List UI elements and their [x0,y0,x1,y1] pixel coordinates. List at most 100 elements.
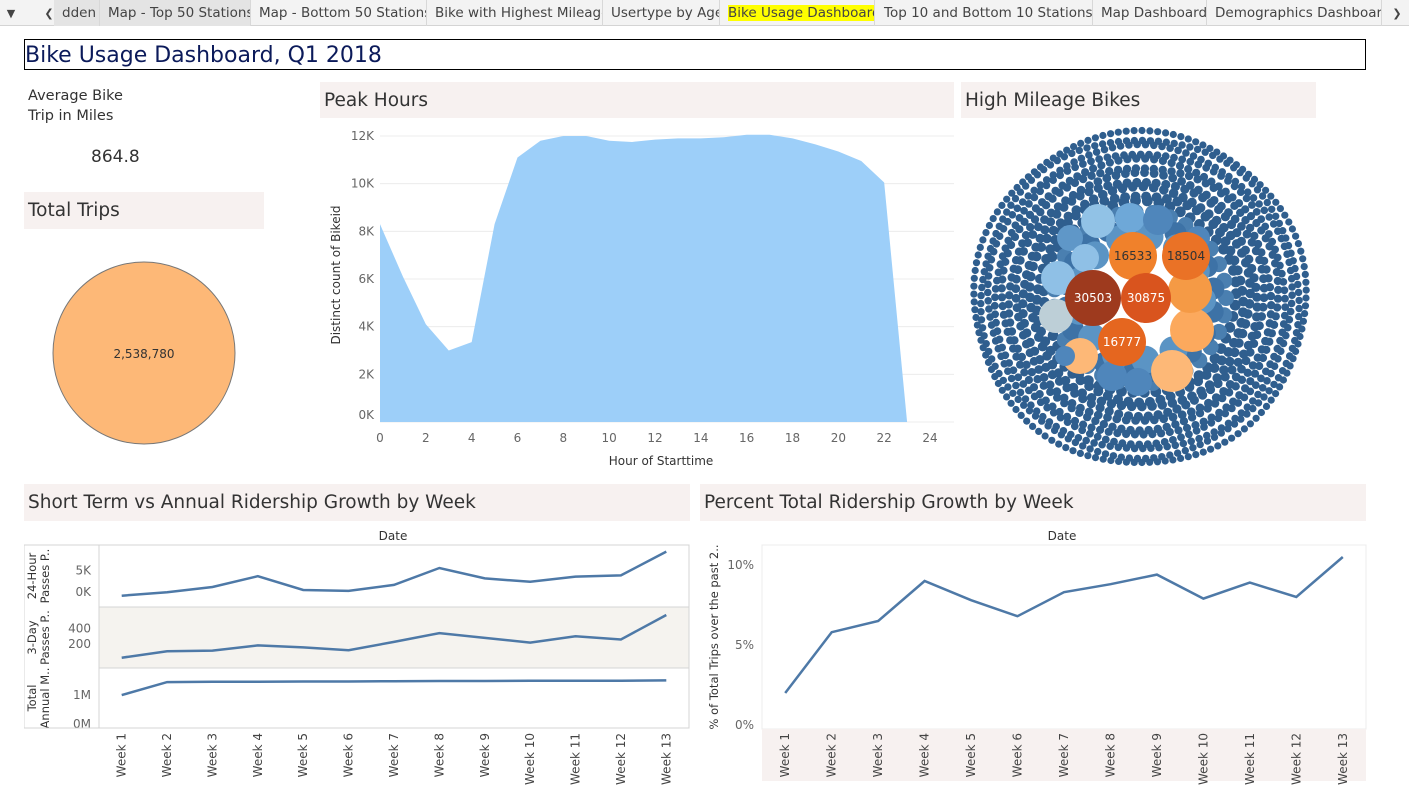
bike-bubble[interactable] [1262,186,1270,194]
bike-bubble[interactable] [1280,286,1289,295]
bike-bubble[interactable] [1003,195,1011,203]
tab-top-bottom-stations[interactable]: Top 10 and Bottom 10 Stations... [876,0,1093,26]
bike-bubble[interactable] [1143,205,1173,235]
bike-bubble[interactable] [1265,387,1273,395]
bike-bubble[interactable] [1041,396,1050,405]
bike-bubble[interactable] [1259,293,1269,303]
bike-bubble[interactable] [1159,171,1168,180]
bike-bubble[interactable] [985,221,993,230]
bike-bubble[interactable] [1025,200,1033,208]
bike-bubble[interactable] [1174,206,1186,218]
bike-bubble[interactable] [1177,395,1188,406]
bike-bubble[interactable] [1027,368,1036,377]
bike-bubble[interactable] [1226,219,1237,230]
bike-bubble[interactable] [1177,410,1187,420]
bike-bubble[interactable] [1084,407,1094,417]
bike-bubble[interactable] [1036,242,1046,252]
bike-bubble[interactable] [1123,396,1134,407]
bike-bubble[interactable] [1273,294,1283,303]
bike-bubble[interactable] [1108,422,1117,431]
bike-bubble[interactable] [1263,198,1271,207]
bike-bubble[interactable] [976,243,984,251]
bike-bubble[interactable] [985,305,993,313]
tab-map-bottom-50[interactable]: Map - Bottom 50 Stations [251,0,427,26]
bike-bubble[interactable] [1125,141,1133,149]
bike-bubble[interactable] [1266,310,1276,319]
bike-bubble[interactable] [1036,326,1046,337]
bike-bubble[interactable] [1022,360,1031,369]
bike-bubble[interactable] [1078,174,1088,184]
bike-bubble[interactable] [1083,144,1091,152]
bike-bubble[interactable] [995,369,1003,378]
bike-bubble[interactable] [1236,317,1247,328]
bike-bubble[interactable] [1243,403,1252,412]
bike-bubble[interactable] [1262,402,1271,410]
bike-bubble[interactable] [1095,155,1103,163]
bike-bubble[interactable] [1059,427,1068,435]
bike-bubble[interactable] [1301,310,1309,318]
bike-bubble[interactable] [1224,419,1233,428]
bike-bubble[interactable] [1192,451,1200,459]
bike-bubble[interactable] [972,313,980,322]
bike-bubble[interactable] [1022,328,1032,338]
bike-bubble[interactable] [1299,255,1307,263]
bike-bubble[interactable] [1241,384,1250,393]
bike-bubble[interactable] [1200,211,1211,222]
bike-bubble[interactable] [1189,188,1199,198]
bike-bubble[interactable] [1208,219,1219,230]
bike-bubble[interactable] [1055,407,1064,417]
bike-bubble[interactable] [1299,317,1307,325]
bike-bubble[interactable] [984,288,992,297]
bike-bubble[interactable] [1011,194,1020,203]
bike-bubble[interactable] [1184,453,1192,461]
bike-bubble[interactable] [1268,205,1276,213]
tab-map-dashboard[interactable]: Map Dashboard [1093,0,1207,26]
bike-bubble[interactable] [1046,161,1055,169]
bike-bubble[interactable] [1084,187,1094,197]
bike-bubble[interactable] [977,291,985,300]
bike-bubble[interactable] [1176,169,1185,178]
bike-bubble[interactable] [1276,205,1284,213]
bike-bubble[interactable] [1055,218,1066,228]
bike-bubble[interactable] [989,247,998,256]
bike-bubble[interactable] [1302,278,1310,286]
bike-bubble[interactable] [1028,261,1038,272]
bike-bubble[interactable] [1035,427,1043,435]
bike-bubble[interactable] [1146,127,1154,135]
bike-bubble[interactable] [1259,283,1269,293]
bike-bubble[interactable] [1141,140,1150,149]
bike-bubble[interactable] [1036,207,1045,217]
bike-bubble[interactable] [1221,438,1229,446]
bike-bubble[interactable] [1087,171,1096,180]
bike-bubble[interactable] [1055,346,1075,366]
bike-bubble[interactable] [1211,393,1221,402]
bike-bubble[interactable] [1057,225,1083,251]
bike-bubble[interactable] [1192,138,1200,146]
bike-bubble[interactable] [1008,189,1016,197]
bike-bubble[interactable] [1267,396,1275,404]
bike-bubble[interactable] [1257,345,1267,354]
bike-bubble[interactable] [1101,450,1110,458]
bike-bubble[interactable] [1217,424,1226,432]
bike-bubble[interactable] [970,274,978,282]
bike-bubble[interactable] [1028,230,1038,239]
bike-bubble[interactable] [1186,143,1194,151]
bike-bubble[interactable] [1214,442,1222,450]
bike-bubble[interactable] [1013,265,1023,275]
bike-bubble[interactable] [1179,439,1188,448]
bike-bubble[interactable] [1013,344,1022,353]
bike-bubble[interactable] [1132,154,1141,163]
bike-bubble[interactable] [1033,171,1042,179]
bike-bubble[interactable] [1255,361,1264,371]
peak-hours-area[interactable] [380,134,908,422]
bike-bubble[interactable] [1042,181,1051,190]
bike-bubble[interactable] [1236,168,1244,177]
bike-bubble[interactable] [1142,454,1150,463]
bike-bubble[interactable] [1193,145,1202,154]
bike-bubble[interactable] [978,324,987,332]
bike-bubble[interactable] [1189,152,1198,160]
bike-bubble[interactable] [1133,454,1142,463]
bike-bubble-labeled[interactable] [1109,232,1157,280]
bike-bubble[interactable] [1250,369,1260,378]
bike-bubble[interactable] [1052,209,1062,219]
